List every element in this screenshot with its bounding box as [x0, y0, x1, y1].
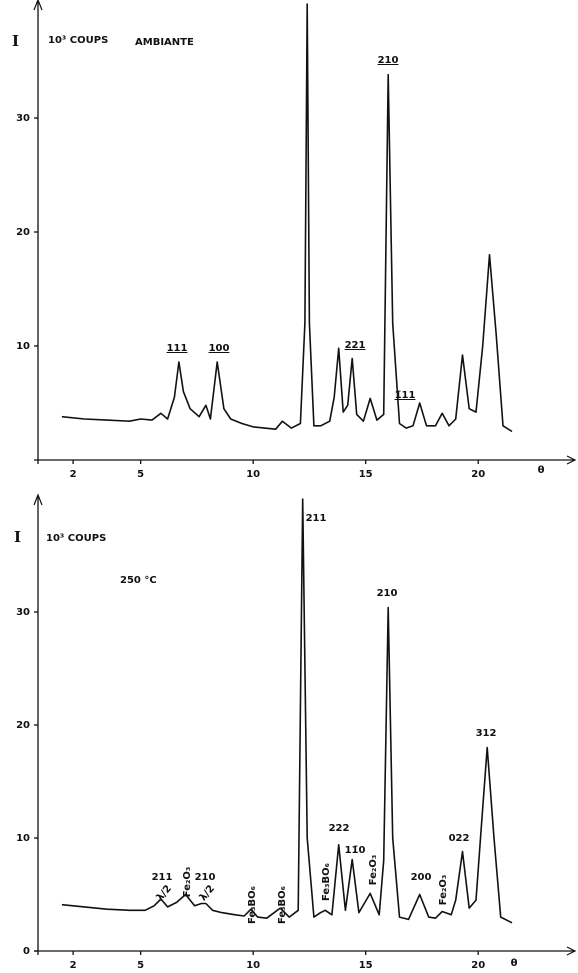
peak-label: 200: [411, 872, 432, 883]
x-tick-label: 10: [246, 960, 260, 971]
peak-label: 210: [378, 55, 399, 66]
x-axis-label: θ: [538, 465, 545, 476]
peak-label: λ/2: [155, 883, 174, 903]
x-tick-label: 20: [471, 469, 485, 480]
peak-label: Fe₂O₃: [368, 855, 379, 885]
peak-label: 210: [377, 588, 398, 599]
peak-label: 11̄0: [345, 845, 366, 856]
axis-arrow: [33, 493, 43, 506]
x-tick-label: 20: [471, 960, 485, 971]
axis-arrow: [566, 946, 577, 956]
y-tick-label: 0: [23, 946, 30, 957]
peak-label: 100: [209, 343, 230, 354]
peak-label: 222: [329, 823, 350, 834]
peak-label: Fe₃BO₆: [247, 886, 258, 924]
y-axis-label: I: [14, 528, 21, 546]
annotation: 250 °C: [120, 575, 157, 586]
x-tick-label: 2: [70, 469, 77, 480]
peak-label: Fe₃BO₆: [321, 863, 332, 901]
peak-label: Fe₂O₃: [438, 875, 449, 905]
x-axis-label: θ: [511, 958, 518, 969]
peak-label: λ/2: [198, 883, 217, 903]
x-tick-label: 15: [359, 469, 373, 480]
diffraction-curve: [61, 3, 513, 433]
y-tick-label: 30: [16, 113, 30, 124]
peak-label: 022: [449, 833, 470, 844]
x-tick-label: 2: [70, 960, 77, 971]
axis-arrow: [33, 0, 43, 11]
peak-label: Fe₂O₃: [182, 867, 193, 897]
x-tick-label: 5: [137, 960, 144, 971]
x-tick-label: 10: [246, 469, 260, 480]
peak-label: Fe₃BO₆: [277, 886, 288, 924]
y-tick-label: 20: [16, 227, 30, 238]
y-tick-label: 30: [16, 607, 30, 618]
axis-arrow: [566, 455, 577, 465]
peak-label: 211: [152, 872, 173, 883]
y-tick-label: 20: [16, 720, 30, 731]
annotation: AMBIANTE: [135, 37, 194, 48]
y-tick-label: 10: [16, 833, 30, 844]
peak-label: 210: [195, 872, 216, 883]
peak-label: 221: [345, 340, 366, 351]
x-tick-label: 5: [137, 469, 144, 480]
peak-label: 211: [306, 513, 327, 524]
y-axis-label: I: [12, 32, 19, 50]
peak-label: 1̄11: [395, 390, 416, 401]
diffraction-curve: [61, 498, 513, 924]
y-axis-unit: 10³ COUPS: [48, 35, 108, 46]
peak-label: 111: [167, 343, 188, 354]
peak-label: 312: [476, 728, 497, 739]
y-axis-unit: 10³ COUPS: [46, 533, 106, 544]
x-tick-label: 15: [359, 960, 373, 971]
y-tick-label: 10: [16, 341, 30, 352]
